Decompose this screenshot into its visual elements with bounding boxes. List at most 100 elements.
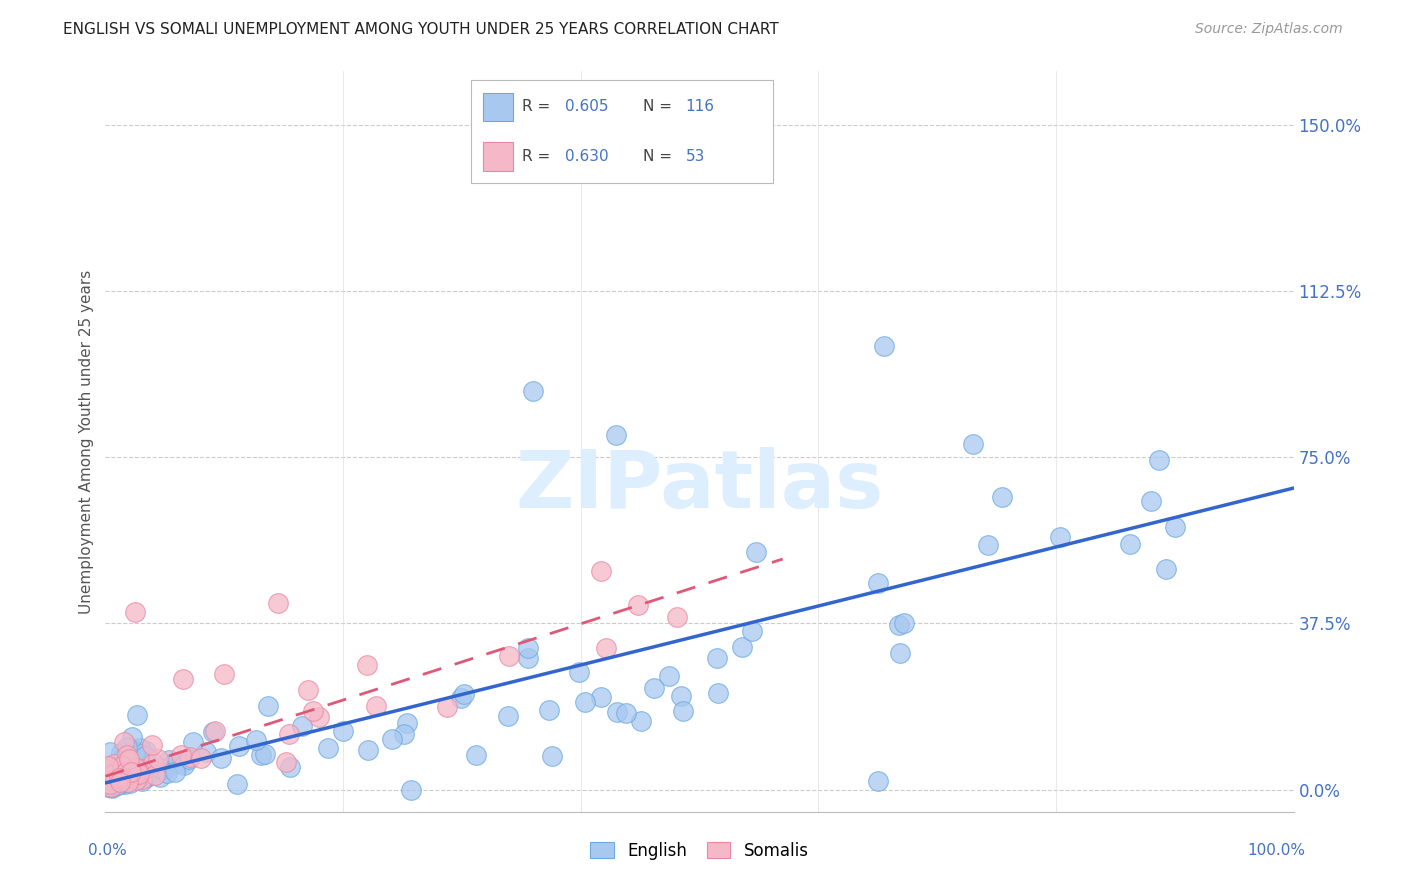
Point: [117, 775, 139, 789]
Point: [115, 748, 138, 763]
Point: [105, 762, 128, 776]
Point: [128, 764, 150, 778]
Point: [141, 738, 163, 752]
Point: [100, 780, 122, 794]
Point: [97, 777, 120, 791]
Point: [1147, 453, 1170, 467]
Point: [110, 746, 132, 760]
Y-axis label: Unemployment Among Youth under 25 years: Unemployment Among Youth under 25 years: [79, 269, 94, 614]
Point: [669, 690, 692, 704]
Point: [741, 624, 763, 639]
Point: [745, 545, 768, 559]
Point: [104, 772, 127, 787]
Point: [132, 771, 155, 785]
Text: 100.0%: 100.0%: [1247, 843, 1305, 858]
Point: [356, 658, 378, 673]
Point: [226, 777, 249, 791]
Point: [889, 646, 911, 660]
Point: [277, 727, 299, 741]
Point: [357, 743, 380, 757]
Point: [228, 739, 250, 754]
Point: [627, 599, 650, 613]
Point: [595, 640, 617, 655]
Point: [630, 714, 652, 729]
Point: [267, 596, 290, 610]
Point: [148, 752, 170, 766]
Point: [453, 686, 475, 700]
Point: [889, 618, 911, 632]
Point: [122, 764, 145, 778]
Point: [201, 724, 224, 739]
Point: [872, 339, 894, 353]
Point: [103, 756, 125, 771]
Point: [589, 690, 612, 704]
Point: [97, 771, 120, 785]
Text: Source: ZipAtlas.com: Source: ZipAtlas.com: [1195, 22, 1343, 37]
Point: [537, 703, 560, 717]
Point: [103, 772, 125, 786]
Point: [128, 741, 150, 756]
Point: [516, 650, 538, 665]
Point: [114, 775, 136, 789]
Point: [162, 756, 184, 771]
Point: [97, 766, 120, 780]
Point: [97, 770, 120, 784]
Point: [135, 762, 157, 776]
Point: [297, 683, 319, 698]
Point: [498, 709, 520, 723]
Point: [308, 710, 330, 724]
Point: [731, 640, 754, 654]
Point: [179, 752, 201, 766]
Point: [302, 704, 325, 718]
Point: [135, 744, 157, 758]
Point: [100, 776, 122, 790]
Text: 0.0%: 0.0%: [87, 843, 127, 858]
Point: [1049, 530, 1071, 544]
Point: [98, 745, 121, 759]
Point: [149, 770, 172, 784]
Point: [142, 756, 165, 771]
Point: [121, 766, 143, 780]
Point: [111, 771, 134, 785]
Point: [121, 730, 143, 744]
Point: [149, 761, 172, 775]
Point: [104, 775, 127, 789]
Point: [962, 436, 984, 450]
Point: [245, 733, 267, 747]
Point: [450, 691, 472, 706]
Point: [173, 758, 195, 772]
Point: [249, 747, 271, 762]
Point: [101, 761, 124, 775]
Text: 0.605: 0.605: [565, 99, 609, 114]
Point: [394, 727, 416, 741]
Point: [120, 766, 142, 780]
Point: [98, 780, 121, 794]
Text: N =: N =: [644, 149, 678, 164]
Point: [111, 759, 134, 773]
Point: [606, 705, 628, 719]
Point: [868, 576, 890, 591]
Point: [381, 731, 404, 746]
Point: [105, 778, 128, 792]
Point: [153, 762, 176, 776]
Point: [257, 698, 280, 713]
Point: [190, 751, 212, 765]
Point: [118, 741, 141, 756]
Point: [97, 780, 120, 795]
Point: [125, 707, 148, 722]
Point: [114, 777, 136, 791]
Point: [97, 758, 120, 772]
Point: [436, 700, 458, 714]
Text: R =: R =: [523, 149, 555, 164]
FancyBboxPatch shape: [484, 93, 513, 121]
Point: [120, 775, 142, 789]
Text: 53: 53: [686, 149, 704, 164]
Point: [97, 770, 120, 784]
Point: [179, 750, 201, 764]
Point: [605, 428, 627, 442]
Point: [111, 775, 134, 789]
Point: [1154, 562, 1177, 576]
Point: [101, 780, 124, 795]
Legend: English, Somalis: English, Somalis: [583, 835, 815, 866]
Point: [195, 745, 218, 759]
